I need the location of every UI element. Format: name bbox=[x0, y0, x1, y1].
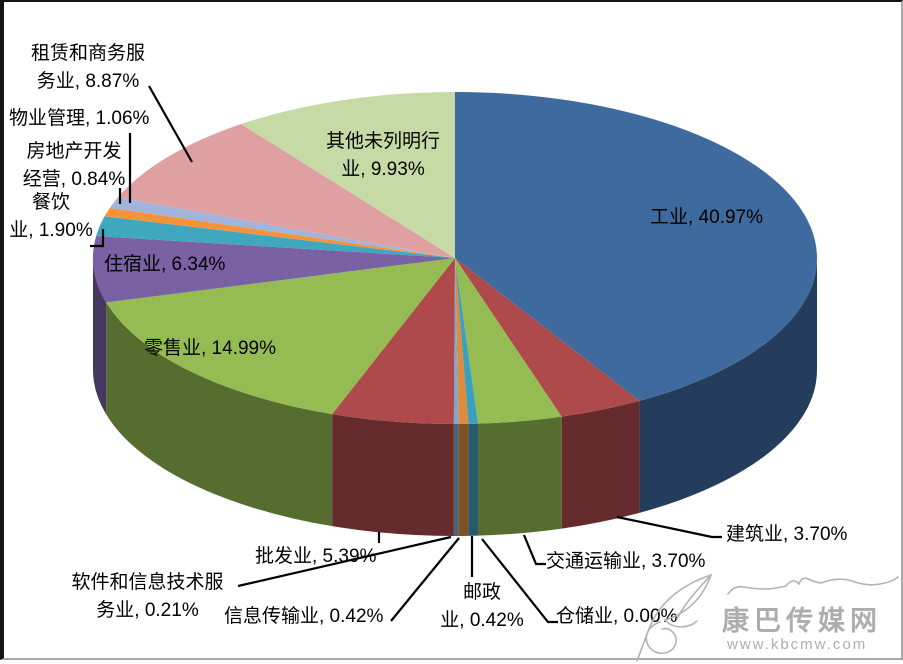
leader-line-info-transmission bbox=[390, 537, 460, 622]
pie-label-info-transmission: 信息传输业, 0.42% bbox=[224, 603, 383, 631]
pie-label-line: 租赁和商务服 bbox=[30, 43, 145, 64]
pie-label-line: 经营, 0.84% bbox=[22, 169, 126, 190]
leader-line-leasing-business bbox=[148, 85, 193, 163]
pie-label-lodging: 住宿业, 6.34% bbox=[104, 251, 225, 279]
pie-slice-retail bbox=[106, 258, 455, 415]
leader-line-catering bbox=[90, 229, 105, 248]
pie-side-wholesale bbox=[332, 414, 454, 536]
pie-slice-other bbox=[241, 92, 455, 258]
pie-label-real-estate: 房地产开发经营, 0.84% bbox=[18, 138, 130, 194]
pie-side-info-transmission bbox=[458, 423, 469, 536]
pie-label-line: 业, 9.93% bbox=[341, 159, 425, 180]
pie-label-line: 房地产开发 bbox=[26, 141, 122, 162]
pie-side-postal bbox=[468, 423, 479, 536]
pie-slice-lodging bbox=[93, 236, 456, 303]
pie-label-catering: 餐饮业, 1.90% bbox=[5, 189, 97, 245]
pie-side-transport bbox=[478, 416, 562, 536]
pie-label-line: 软件和信息技术服 bbox=[71, 572, 224, 593]
pie-label-warehousing: 仓储业, 0.00% bbox=[556, 603, 677, 631]
pie-label-line: 交通运输业, 3.70% bbox=[546, 551, 706, 572]
pie-label-leasing-business: 租赁和商务服 务业, 8.87% bbox=[22, 40, 154, 96]
pie-label-postal: 邮政业, 0.42% bbox=[432, 579, 532, 635]
pie-slice-property-mgmt bbox=[109, 197, 455, 258]
pie-label-line: 务业, 0.21% bbox=[96, 600, 199, 621]
pie-side-construction bbox=[561, 400, 640, 529]
pie-label-line: 工业, 40.97% bbox=[650, 207, 763, 228]
pie-label-wholesale: 批发业, 5.39% bbox=[255, 543, 376, 571]
pie-slice-construction bbox=[455, 258, 640, 417]
pie-slice-real-estate bbox=[104, 207, 456, 258]
pie-label-line: 仓储业, 0.00% bbox=[556, 606, 678, 627]
pie-side-software-it bbox=[453, 423, 459, 536]
pie-label-property-mgmt: 物业管理, 1.06% bbox=[9, 105, 149, 133]
pie-label-line: 住宿业, 6.34% bbox=[104, 254, 226, 275]
pie-label-industry: 工业, 40.97% bbox=[650, 204, 763, 232]
pie-label-line: 业, 1.90% bbox=[9, 220, 93, 241]
pie-slice-software-it bbox=[453, 258, 459, 424]
pie-slice-industry bbox=[455, 92, 817, 401]
leader-line-transport bbox=[522, 534, 546, 566]
pie-label-line: 餐饮 bbox=[31, 192, 70, 213]
pie-slice-postal bbox=[455, 258, 479, 424]
pie-slice-info-transmission bbox=[455, 258, 469, 424]
pie-slice-catering bbox=[96, 216, 456, 258]
pie-side-lodging bbox=[93, 258, 107, 415]
pie-label-transport: 交通运输业, 3.70% bbox=[546, 548, 705, 576]
pie-label-line: 批发业, 5.39% bbox=[255, 546, 377, 567]
pie-side-industry bbox=[639, 258, 817, 513]
pie-side-retail bbox=[106, 302, 333, 527]
pie-label-line: 物业管理, 1.06% bbox=[9, 108, 150, 129]
pie-label-line: 业, 0.42% bbox=[440, 610, 524, 631]
pie-label-line: 建筑业, 3.70% bbox=[726, 524, 848, 545]
leader-line-software-it bbox=[237, 535, 452, 588]
pie-label-retail: 零售业, 14.99% bbox=[144, 335, 276, 363]
pie-label-software-it: 软件和信息技术服 务业, 0.21% bbox=[45, 569, 250, 625]
pie-label-line: 务业, 8.87% bbox=[36, 71, 140, 92]
leader-line-construction bbox=[616, 515, 722, 539]
pie-slice-transport bbox=[455, 258, 562, 424]
pie-slice-wholesale bbox=[332, 258, 455, 424]
leader-line-warehousing bbox=[481, 538, 558, 624]
pie-label-construction: 建筑业, 3.70% bbox=[726, 521, 847, 549]
pie-label-line: 邮政 bbox=[462, 582, 501, 603]
pie-label-line: 信息传输业, 0.42% bbox=[224, 606, 384, 627]
pie-label-line: 其他未列明行 bbox=[325, 131, 440, 152]
pie-label-other: 其他未列明行 业, 9.93% bbox=[312, 128, 454, 184]
pie-slice-leasing-business bbox=[118, 124, 455, 258]
pie-label-line: 零售业, 14.99% bbox=[144, 338, 276, 359]
